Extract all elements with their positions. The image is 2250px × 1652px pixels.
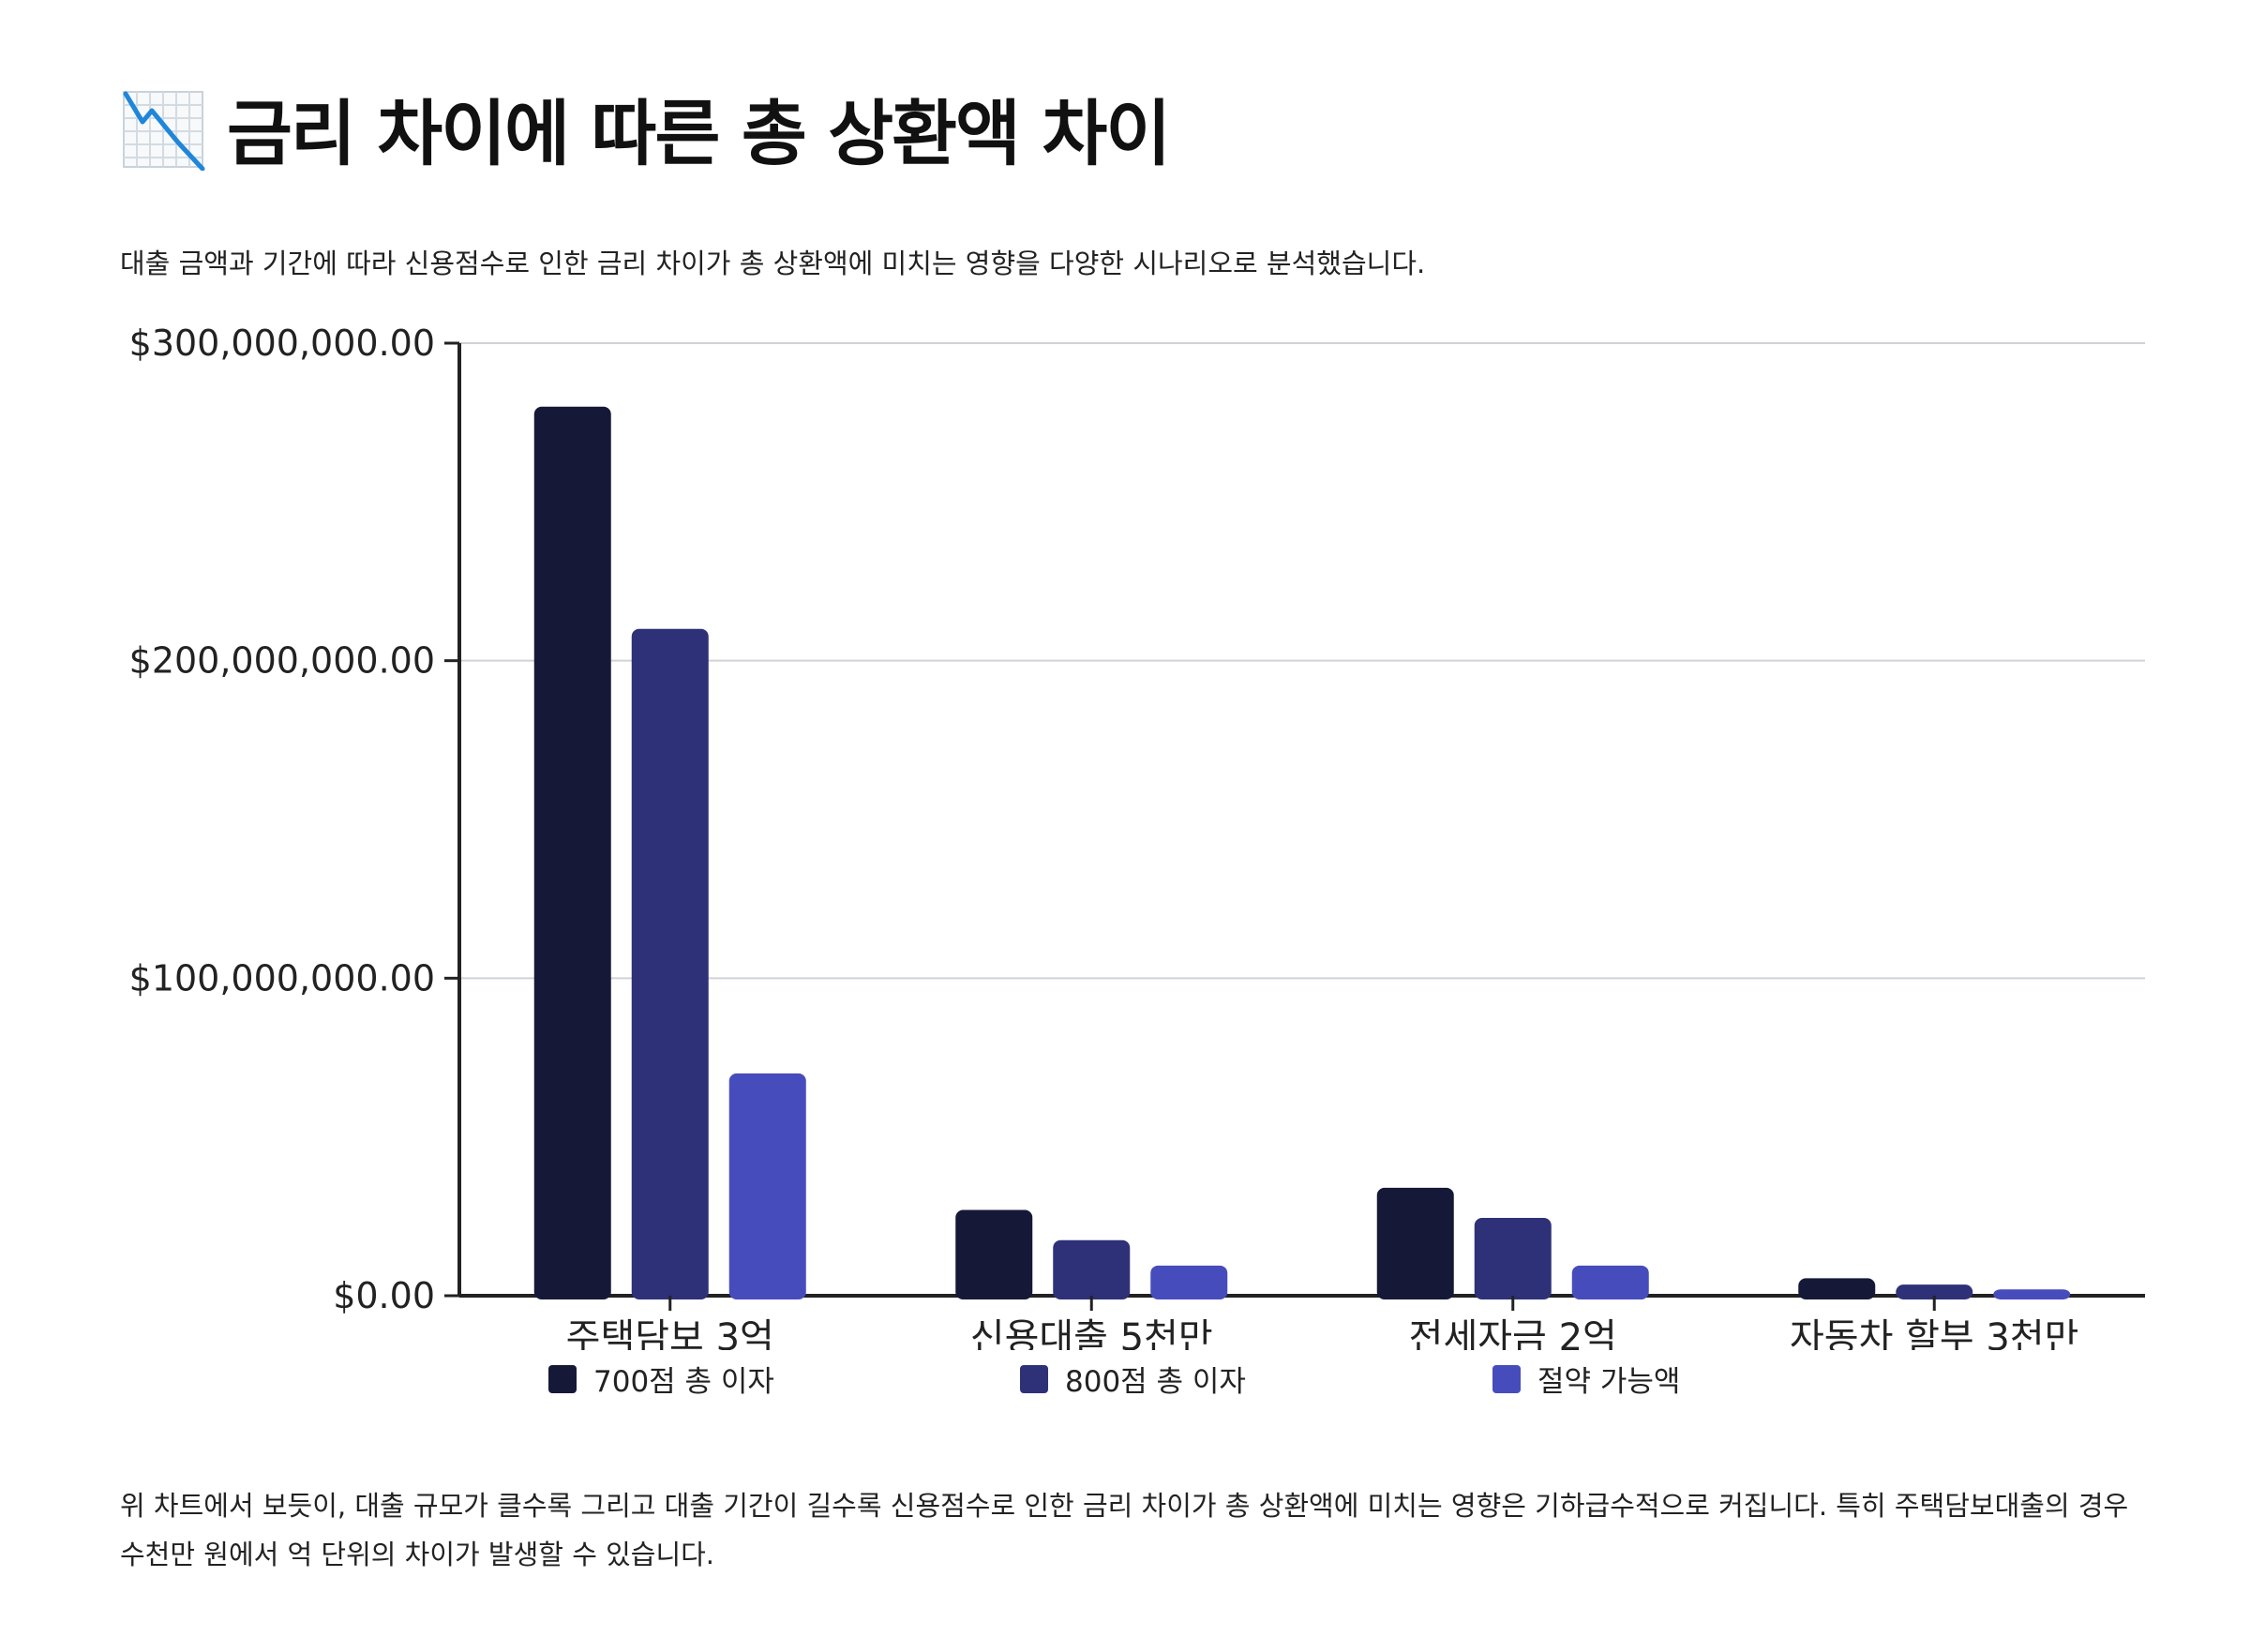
bar xyxy=(728,1073,806,1299)
legend-swatch xyxy=(548,1364,577,1393)
bar xyxy=(1798,1278,1876,1299)
y-tick-label: $100,000,000.00 xyxy=(129,957,435,999)
chart-legend: 700점 총 이자 800점 총 이자 절약 가능액 xyxy=(0,1358,2250,1399)
bar xyxy=(1376,1187,1454,1299)
page-title: 금리 차이에 따른 총 상환액 차이 xyxy=(227,92,1171,175)
x-tick-label: 주택담보 3억 xyxy=(566,1316,774,1350)
title-row: 금리 차이에 따른 총 상환액 차이 xyxy=(120,83,1171,175)
x-tick-label: 신용대출 5천만 xyxy=(970,1316,1213,1350)
legend-label: 700점 총 이자 xyxy=(593,1365,774,1399)
legend-label: 절약 가능액 xyxy=(1538,1365,1681,1399)
y-tick-label: $0.00 xyxy=(333,1275,435,1316)
bar-chart: $0.00 $100,000,000.00 $200,000,000.00 $300,… xyxy=(129,323,2145,1350)
y-tick-label: $300,000,000.00 xyxy=(129,323,435,364)
legend-label: 800점 총 이자 xyxy=(1065,1365,1246,1399)
bar xyxy=(533,406,611,1299)
bar xyxy=(1474,1218,1552,1299)
y-tick-label: $200,000,000.00 xyxy=(129,640,435,682)
legend-swatch xyxy=(1020,1364,1048,1393)
legend-item: 700점 총 이자 xyxy=(548,1358,774,1400)
subtitle: 대출 금액과 기간에 따라 신용점수로 인한 금리 차이가 총 상환액에 미치는… xyxy=(120,248,1426,279)
legend-item: 800점 총 이자 xyxy=(1020,1358,1246,1400)
legend-swatch xyxy=(1492,1364,1521,1393)
bar xyxy=(1571,1265,1649,1299)
bar xyxy=(1053,1239,1131,1299)
bar xyxy=(1993,1289,2071,1299)
legend-item: 절약 가능액 xyxy=(1492,1358,1680,1400)
x-tick-label: 자동차 할부 3천만 xyxy=(1790,1316,2078,1350)
bar xyxy=(955,1209,1033,1299)
bar xyxy=(1150,1265,1228,1299)
chart-caption: 위 차트에서 보듯이, 대출 규모가 클수록 그리고 대출 기간이 길수록 신용… xyxy=(120,1490,2129,1570)
x-tick-label: 전세자금 2억 xyxy=(1409,1316,1617,1350)
bar xyxy=(631,628,709,1299)
bar xyxy=(1896,1284,1973,1299)
chart-decreasing-icon xyxy=(123,91,205,171)
